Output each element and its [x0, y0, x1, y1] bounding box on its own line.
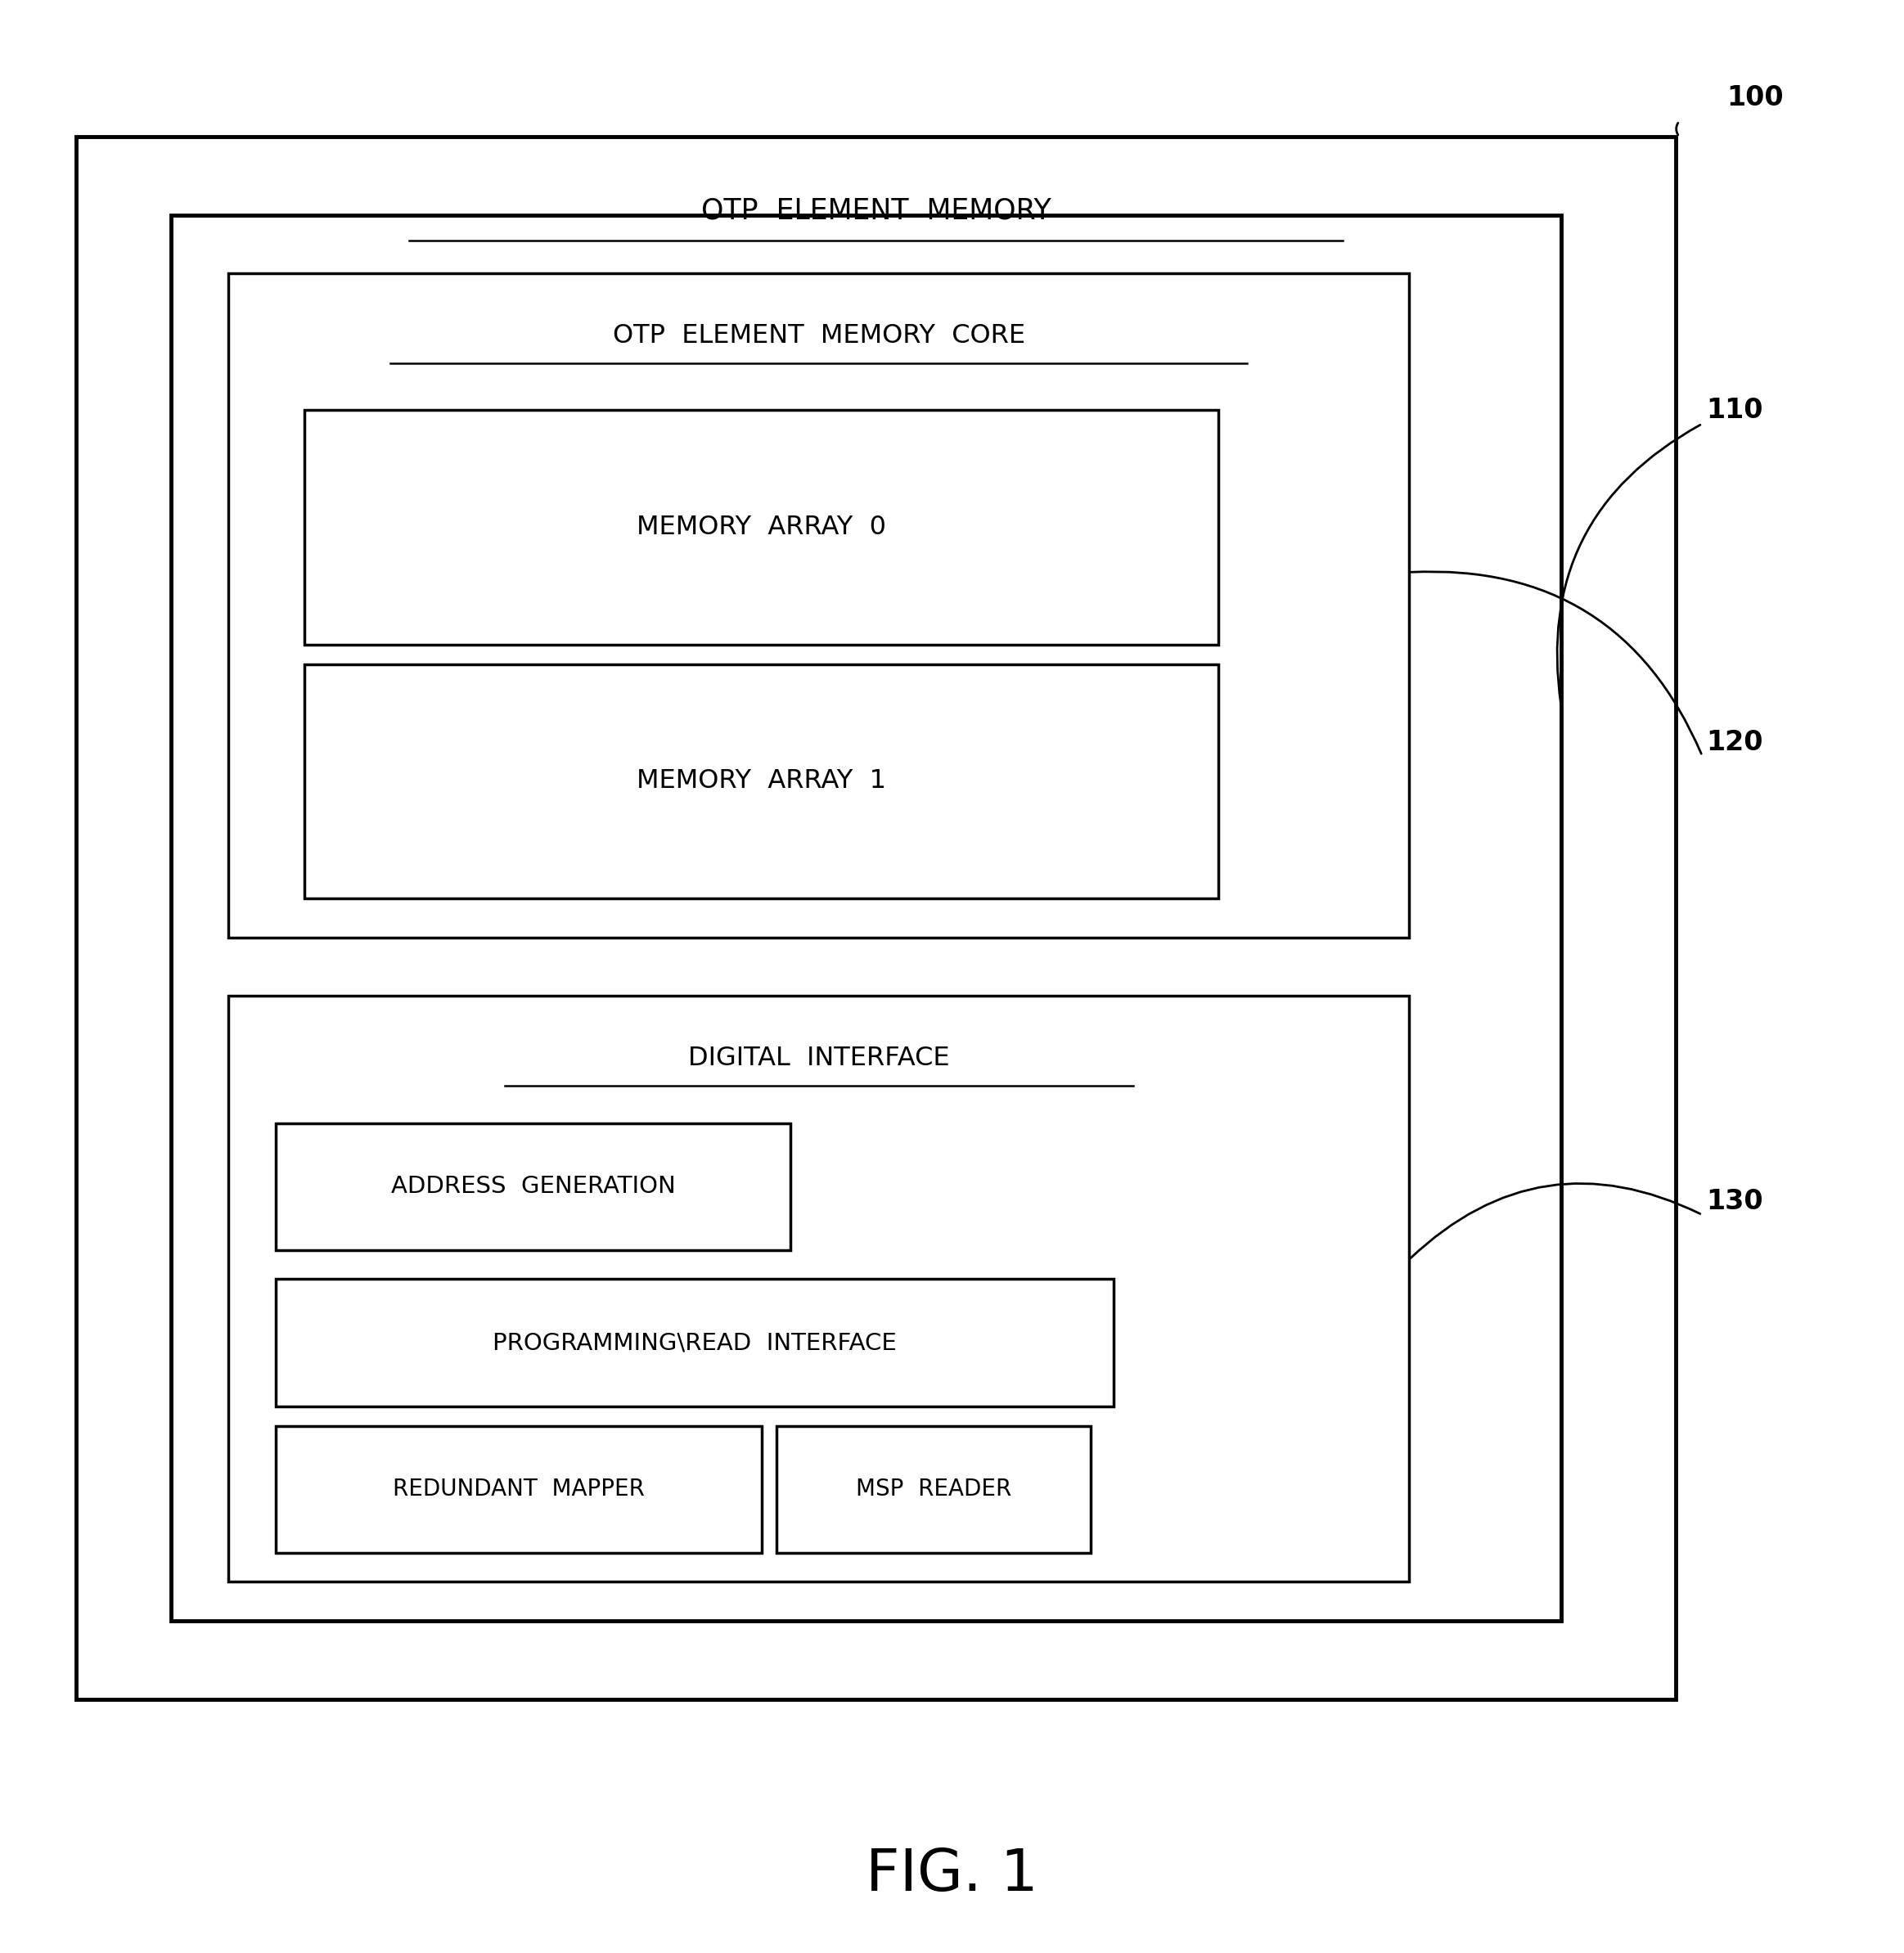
Text: 130: 130: [1706, 1187, 1763, 1215]
Bar: [276, 1279, 1114, 1406]
Text: ADDRESS  GENERATION: ADDRESS GENERATION: [390, 1176, 676, 1197]
Text: FIG. 1: FIG. 1: [866, 1848, 1038, 1902]
Text: DIGITAL  INTERFACE: DIGITAL INTERFACE: [687, 1047, 950, 1070]
Bar: [777, 1426, 1091, 1553]
Bar: [228, 273, 1409, 937]
Text: MSP  READER: MSP READER: [857, 1478, 1011, 1500]
Bar: [171, 215, 1561, 1621]
Bar: [228, 996, 1409, 1582]
Text: MEMORY  ARRAY  1: MEMORY ARRAY 1: [636, 769, 887, 793]
Text: REDUNDANT  MAPPER: REDUNDANT MAPPER: [392, 1478, 645, 1500]
Text: 110: 110: [1706, 396, 1763, 424]
Text: MEMORY  ARRAY  0: MEMORY ARRAY 0: [636, 516, 887, 539]
Text: 100: 100: [1727, 84, 1784, 111]
Bar: [276, 1426, 762, 1553]
Text: OTP  ELEMENT  MEMORY  CORE: OTP ELEMENT MEMORY CORE: [613, 324, 1024, 348]
Text: PROGRAMMING\READ  INTERFACE: PROGRAMMING\READ INTERFACE: [493, 1332, 897, 1353]
Bar: [305, 410, 1219, 644]
Bar: [305, 664, 1219, 898]
Text: 120: 120: [1706, 728, 1763, 756]
Bar: [276, 1123, 790, 1250]
Text: OTP  ELEMENT  MEMORY: OTP ELEMENT MEMORY: [701, 197, 1051, 225]
Bar: [76, 137, 1676, 1699]
